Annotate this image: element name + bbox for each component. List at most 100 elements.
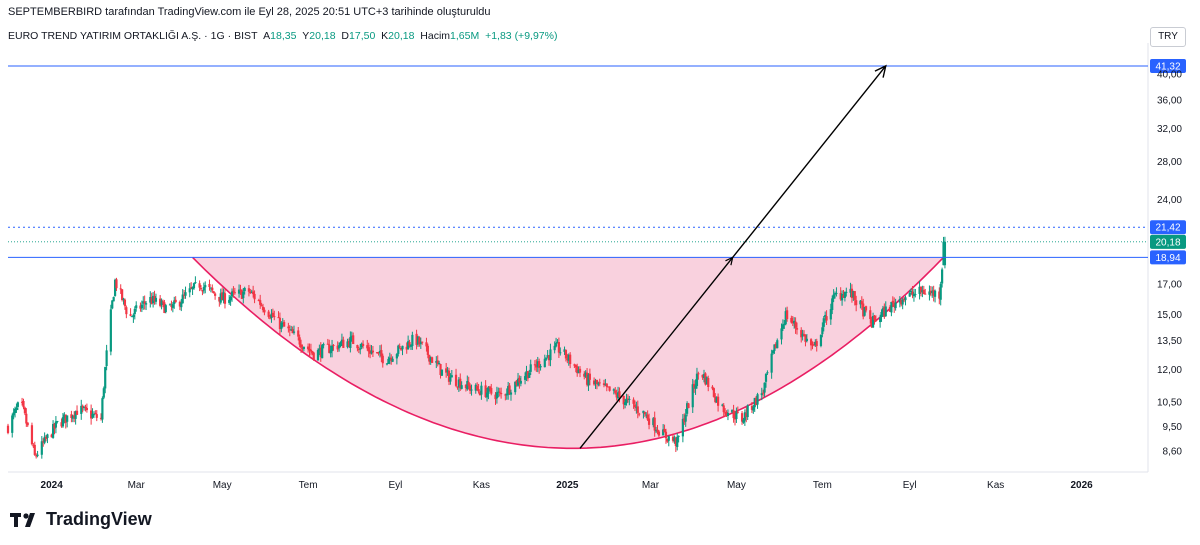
price-level-label: 18,94 — [1155, 253, 1180, 264]
candle-body — [584, 372, 587, 377]
candle — [809, 338, 813, 351]
candle-body — [292, 331, 296, 333]
candle — [795, 322, 799, 335]
candle-body — [168, 304, 172, 306]
candle-body — [180, 302, 183, 308]
candle-body — [376, 352, 379, 354]
candle — [15, 403, 18, 413]
candle — [228, 294, 231, 305]
candle-body — [202, 287, 205, 291]
candle — [519, 375, 522, 387]
candle — [584, 370, 587, 379]
candle — [942, 236, 945, 266]
currency-button[interactable]: TRY — [1150, 27, 1186, 47]
candle-body — [666, 438, 669, 442]
candle-body — [884, 306, 887, 317]
candle — [390, 354, 393, 365]
candle-body — [490, 387, 493, 394]
candle-body — [825, 316, 828, 321]
candle-body — [302, 346, 305, 350]
candle-body — [150, 297, 153, 304]
candle — [683, 413, 686, 425]
symbol-name[interactable]: EURO TREND YATIRIM ORTAKLIĞI A.Ş. — [8, 30, 202, 42]
candle-body — [901, 299, 904, 305]
candle-body — [701, 374, 704, 378]
candle-body — [51, 423, 55, 438]
candle — [407, 335, 410, 350]
candle-body — [371, 350, 375, 353]
candle-body — [646, 414, 649, 420]
candle — [642, 410, 645, 419]
candle — [821, 322, 824, 338]
candle — [593, 377, 596, 386]
candle-body — [655, 430, 658, 432]
candle-body — [694, 385, 697, 389]
candle-body — [888, 306, 892, 312]
candle — [931, 286, 934, 298]
candle — [515, 379, 518, 387]
candle — [261, 303, 265, 313]
candle — [602, 379, 606, 388]
candle — [243, 286, 246, 295]
candle — [781, 319, 785, 332]
candle-body — [918, 286, 921, 294]
candle-body — [881, 308, 885, 313]
candle-body — [850, 288, 854, 299]
candle — [253, 290, 256, 304]
candle-body — [464, 384, 467, 389]
candle-body — [932, 290, 935, 296]
x-tick-label: Eyl — [389, 480, 403, 491]
candle-body — [824, 315, 827, 318]
candle-body — [340, 339, 344, 343]
candle-body — [326, 343, 329, 345]
candle — [16, 401, 19, 411]
candle-body — [273, 316, 276, 318]
tradingview-logo[interactable]: TradingView — [10, 509, 152, 530]
candle — [467, 376, 470, 390]
candle-body — [638, 413, 641, 415]
candle — [378, 345, 382, 358]
x-tick-label: May — [727, 480, 746, 491]
candle-body — [459, 378, 462, 389]
candle — [902, 297, 906, 303]
candle — [199, 285, 203, 291]
candle — [677, 435, 680, 443]
candle-body — [181, 294, 184, 304]
candle-body — [933, 290, 937, 297]
candle-body — [733, 417, 737, 420]
candle — [11, 413, 14, 438]
candle-body — [22, 400, 25, 408]
candle — [883, 303, 886, 319]
interval-label[interactable]: 1G — [210, 30, 225, 42]
candle-body — [329, 350, 332, 354]
candle — [159, 295, 162, 308]
candle — [43, 432, 46, 445]
candle — [780, 323, 783, 345]
candle-body — [233, 292, 236, 294]
candle — [624, 398, 627, 409]
candle-body — [938, 291, 941, 299]
candle-body — [301, 348, 304, 350]
price-level-label: 20,18 — [1155, 237, 1180, 248]
candle — [84, 404, 87, 412]
candle — [731, 409, 734, 414]
cup-outline — [192, 256, 945, 450]
candle-body — [229, 296, 232, 301]
candle — [862, 298, 865, 320]
candle — [928, 285, 931, 301]
candle — [656, 424, 659, 435]
candle-body — [447, 370, 451, 382]
candle-body — [488, 386, 491, 389]
candle-body — [133, 308, 136, 315]
candle-body — [942, 241, 945, 266]
candle-body — [526, 371, 529, 379]
candle-body — [450, 375, 453, 378]
candle-body — [622, 395, 625, 405]
candle-body — [75, 410, 79, 415]
candle — [212, 290, 215, 294]
candle — [894, 298, 897, 311]
candlestick-series — [6, 236, 947, 459]
candle-body — [397, 345, 400, 354]
candle — [267, 309, 270, 319]
